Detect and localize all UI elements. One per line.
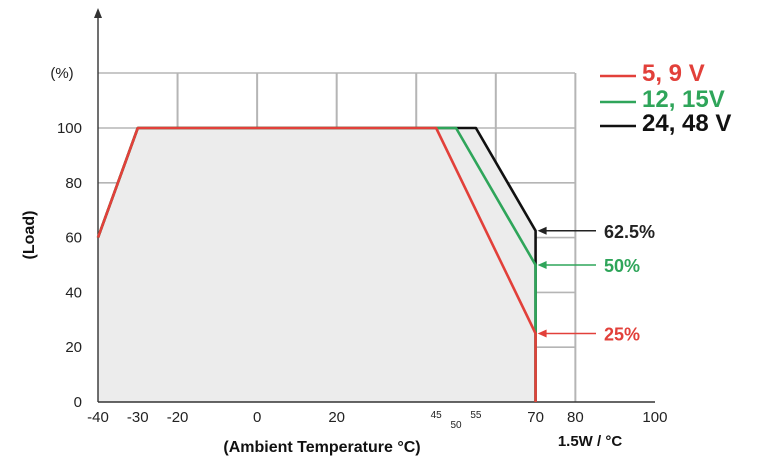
x-minor-tick-label: 50 (450, 420, 462, 431)
y-tick-label: 100 (57, 120, 82, 137)
legend-label: 24, 48 V (642, 110, 731, 137)
x-tick-label: 70 (527, 409, 544, 426)
series-line-5-9v (96, 126, 537, 402)
y-unit-label: (%) (50, 65, 73, 82)
legend-item-12-15v: 12, 15V (600, 86, 725, 113)
legend-label: 5, 9 V (642, 60, 705, 87)
y-axis-arrow (94, 8, 102, 18)
series-lines (96, 126, 537, 402)
x-tick-label: -40 (87, 409, 109, 426)
legend-item-24-48v: 24, 48 V (600, 110, 731, 137)
x-minor-tick-label: 55 (470, 410, 482, 421)
y-axis-label: (Load) (21, 211, 38, 260)
annotation-50: 50% (604, 256, 640, 276)
annotation-arrow-head (537, 329, 547, 338)
y-tick-label: 80 (65, 175, 82, 192)
x-tick-label: 100 (642, 409, 667, 426)
slope-label: 1.5W / °C (558, 433, 623, 450)
annotations: 62.5% 50% 25% (537, 222, 655, 345)
y-tick-label: 20 (65, 339, 82, 356)
annotation-62-5: 62.5% (604, 222, 655, 242)
y-tick-label: 0 (74, 394, 82, 411)
x-tick-label: 20 (328, 409, 345, 426)
y-tick-label: 40 (65, 284, 82, 301)
tick-labels: 0 20 40 60 80 100 -40 -30 -20 0 20 70 80 100 45 50 55 (57, 120, 667, 431)
x-tick-label: -20 (167, 409, 189, 426)
x-minor-tick-label: 45 (431, 410, 443, 421)
x-axis-label: (Ambient Temperature °C) (223, 439, 420, 456)
x-tick-label: -30 (127, 409, 149, 426)
y-tick-label: 60 (65, 230, 82, 247)
annotation-arrow-head (537, 261, 547, 269)
derating-area (98, 128, 536, 402)
x-tick-label: 0 (253, 409, 261, 426)
legend-item-5-9v: 5, 9 V (600, 60, 705, 87)
annotation-25: 25% (604, 325, 640, 345)
annotation-arrow-head (537, 226, 547, 235)
axes (94, 8, 655, 403)
x-tick-label: 80 (567, 409, 584, 426)
legend-label: 12, 15V (642, 86, 725, 113)
operating-area (98, 128, 536, 402)
